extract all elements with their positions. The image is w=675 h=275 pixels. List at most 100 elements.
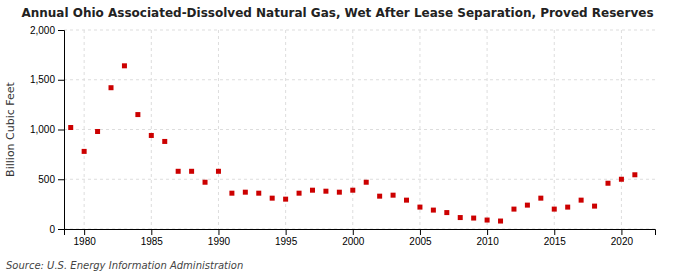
grid-line-x — [218, 30, 219, 229]
point — [458, 215, 463, 220]
x-tick: 1990 — [208, 229, 231, 247]
point — [485, 218, 490, 223]
y-tick: 2,000 — [30, 25, 64, 36]
point — [377, 194, 382, 199]
point — [444, 210, 449, 215]
x-tick-label: 2015 — [544, 236, 567, 247]
point — [391, 193, 396, 198]
y-tick-label: 1,500 — [30, 74, 55, 85]
point — [605, 181, 610, 186]
point — [162, 139, 167, 144]
x-tick-label: 2005 — [409, 236, 432, 247]
point — [471, 216, 476, 221]
point — [404, 198, 409, 203]
x-tick-mark — [554, 229, 555, 235]
x-tick-label: 1995 — [275, 236, 298, 247]
point — [216, 169, 221, 174]
x-tick: 2015 — [544, 229, 567, 247]
point — [619, 177, 624, 182]
grid-line-x — [554, 30, 555, 229]
y-tick-label: 2,000 — [30, 25, 55, 36]
grid-line-x — [621, 30, 622, 229]
point — [592, 204, 597, 209]
x-tick-mark — [286, 229, 287, 235]
point — [431, 208, 436, 213]
x-tick: 2000 — [342, 229, 365, 247]
point — [364, 180, 369, 185]
points — [68, 63, 637, 223]
chart: 1980 1985 1990 1995 2000 2005 2010 2015 2020 0 500… — [0, 0, 675, 275]
point — [297, 191, 302, 196]
point — [189, 169, 194, 174]
annotation: Source: U.S. Energy Information Administ… — [6, 260, 243, 271]
y-axis: 0 500 1,000 1,500 2,000 — [30, 25, 65, 235]
point — [350, 188, 355, 193]
point — [323, 189, 328, 194]
x-tick-mark — [487, 229, 488, 235]
point — [122, 63, 127, 68]
point — [95, 129, 100, 134]
x-tick: 1995 — [275, 229, 298, 247]
grid-line-x — [84, 30, 85, 229]
grid — [64, 30, 655, 229]
y-axis-line — [58, 31, 65, 230]
point — [337, 190, 342, 195]
y-tick-mark — [58, 179, 64, 180]
x-tick-label: 2020 — [611, 236, 634, 247]
point — [149, 133, 154, 138]
y-tick: 1,000 — [30, 124, 64, 135]
grid-line-x — [487, 30, 488, 229]
x-tick-label: 1990 — [208, 236, 231, 247]
point — [565, 205, 570, 210]
y-tick-mark — [58, 80, 64, 81]
y-tick: 0 — [49, 224, 64, 235]
point — [417, 205, 422, 210]
y-tick-label: 500 — [38, 174, 55, 185]
y-axis-title: Billion Cubic Feet — [4, 81, 17, 176]
x-tick-mark — [621, 229, 622, 235]
point — [135, 112, 140, 117]
y-tick-mark — [58, 30, 64, 31]
x-tick-label: 2000 — [342, 236, 365, 247]
point — [283, 197, 288, 202]
point — [203, 180, 208, 185]
y-tick-mark — [58, 130, 64, 131]
point — [109, 85, 114, 90]
point — [82, 149, 87, 154]
title: Annual Ohio Associated-Dissolved Natural… — [21, 6, 653, 20]
point — [632, 172, 637, 177]
x-tick: 1980 — [74, 229, 97, 247]
y-tick: 500 — [38, 174, 64, 185]
x-tick-mark — [84, 229, 85, 235]
y-tick-label: 0 — [49, 224, 55, 235]
x-tick-mark — [353, 229, 354, 235]
y-tick: 1,500 — [30, 74, 64, 85]
x-tick-mark — [151, 229, 152, 235]
point — [525, 203, 530, 208]
point — [256, 191, 261, 196]
x-tick-mark — [218, 229, 219, 235]
point — [176, 169, 181, 174]
point — [552, 207, 557, 212]
point — [579, 198, 584, 203]
plot: 1980 1985 1990 1995 2000 2005 2010 2015 2020 0 500… — [30, 25, 656, 247]
y-tick-mark — [58, 229, 64, 230]
y-tick-label: 1,000 — [30, 124, 55, 135]
x-tick-label: 2010 — [476, 236, 499, 247]
point — [270, 196, 275, 201]
x-axis: 1980 1985 1990 1995 2000 2005 2010 2015 2020 — [65, 229, 656, 247]
grid-line-x — [151, 30, 152, 229]
grid-line-y — [64, 179, 655, 180]
point — [68, 125, 73, 130]
x-tick-mark — [420, 229, 421, 235]
point — [498, 219, 503, 224]
x-tick-label: 1980 — [74, 236, 97, 247]
point — [310, 188, 315, 193]
x-tick-label: 1985 — [141, 236, 164, 247]
point — [229, 191, 234, 196]
x-tick: 2010 — [476, 229, 499, 247]
point — [243, 190, 248, 195]
grid-line-y — [64, 79, 655, 80]
x-tick: 2020 — [611, 229, 634, 247]
grid-line-y — [64, 129, 655, 130]
